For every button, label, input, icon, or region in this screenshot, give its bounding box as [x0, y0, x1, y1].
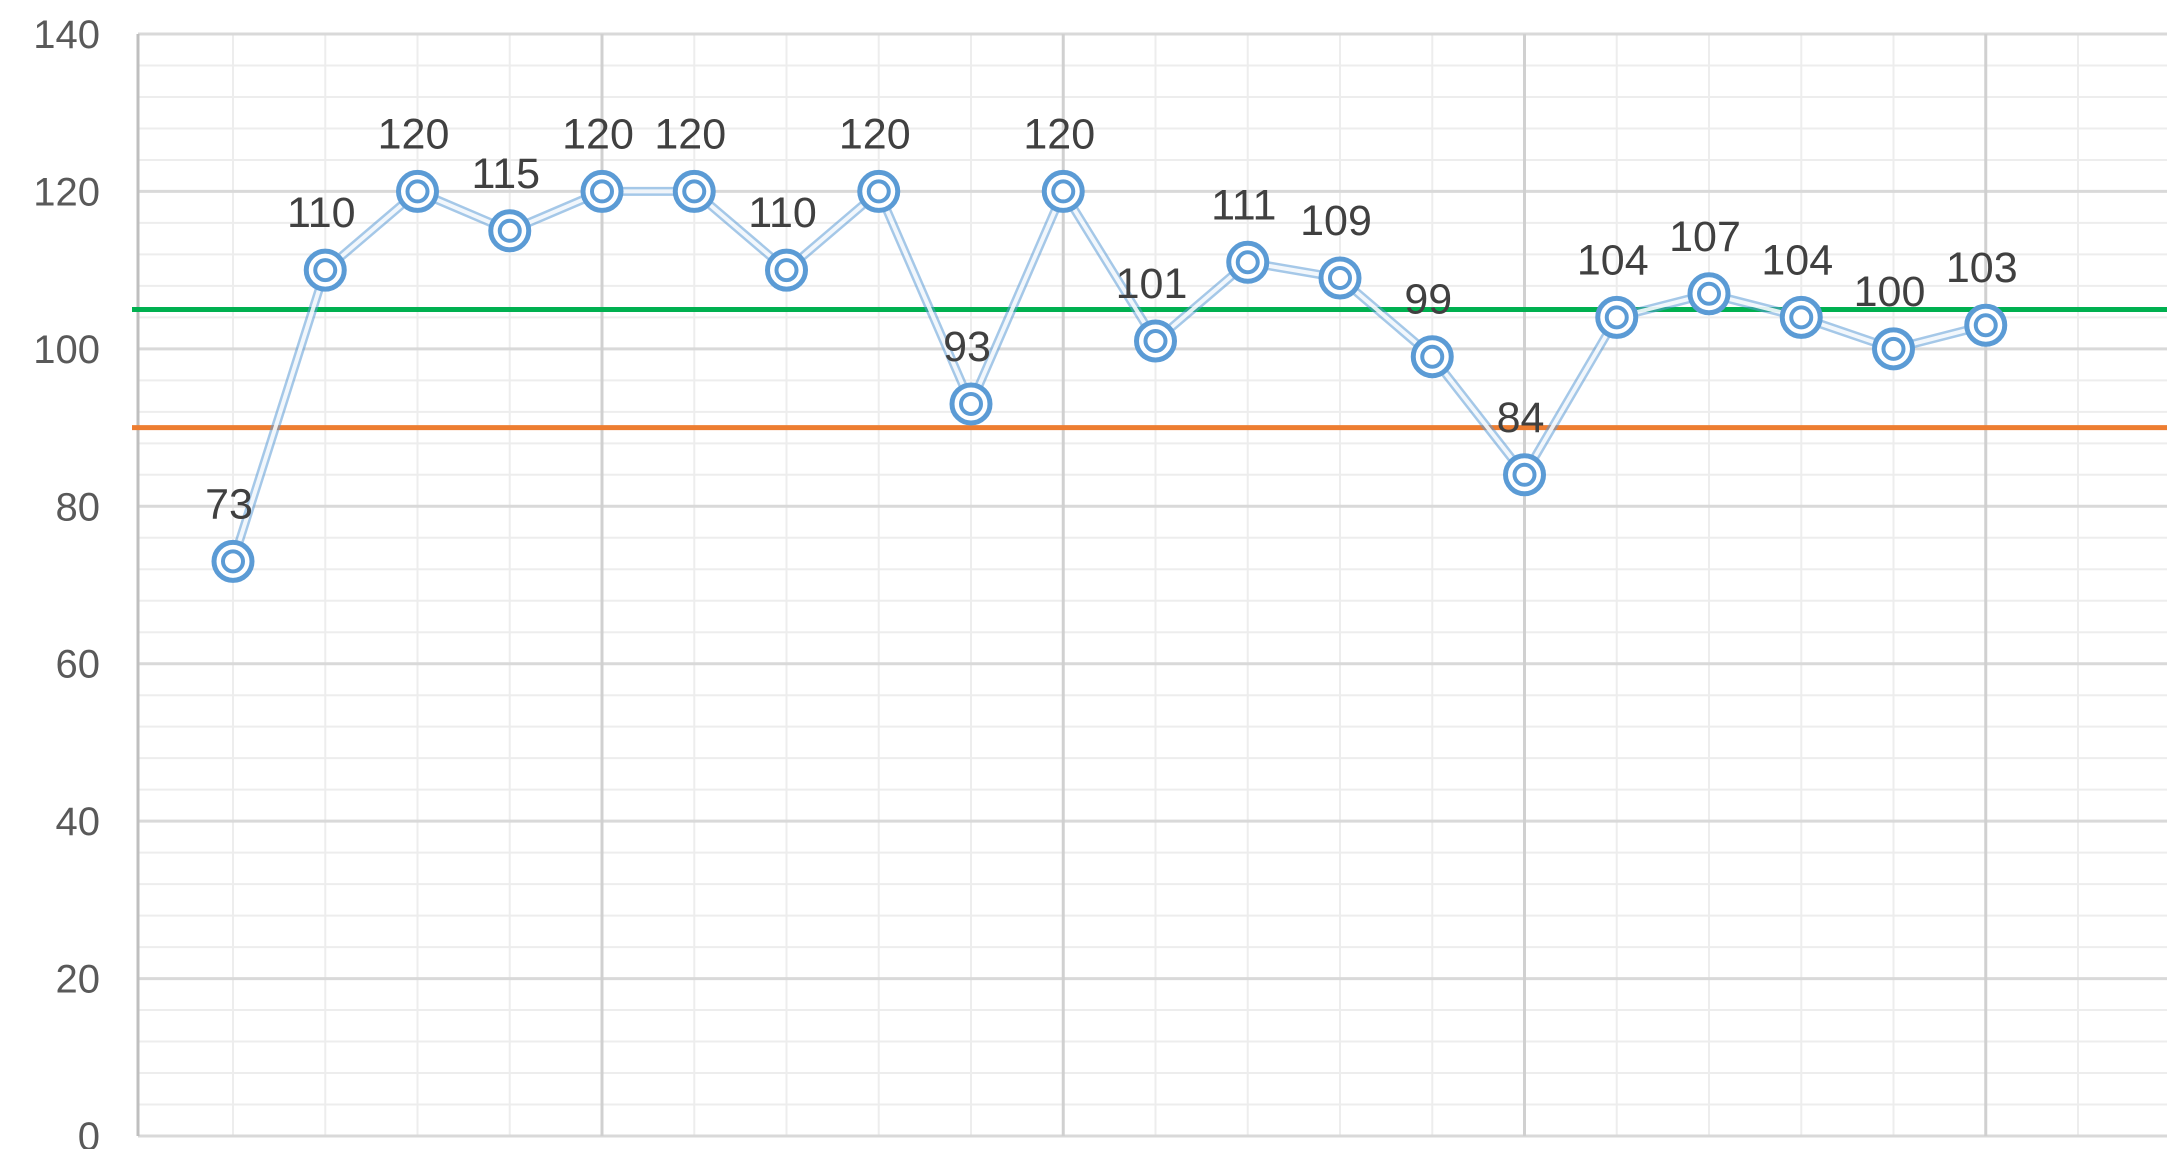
- data-point: [949, 382, 993, 426]
- data-label: 110: [287, 189, 356, 237]
- data-label: 120: [654, 110, 726, 158]
- data-point: [857, 169, 901, 213]
- data-label: 110: [748, 189, 817, 237]
- data-point: [1964, 303, 2008, 347]
- y-tick-label: 60: [56, 643, 101, 687]
- data-label: 93: [943, 323, 991, 371]
- data-label: 120: [839, 110, 911, 158]
- data-point: [1687, 272, 1731, 316]
- data-point: [1134, 319, 1177, 363]
- data-point: [1595, 295, 1639, 339]
- data-point: [488, 209, 532, 253]
- data-label: 111: [1211, 181, 1276, 229]
- data-point: [211, 539, 255, 583]
- data-point: [672, 169, 716, 213]
- y-tick-label: 0: [78, 1115, 100, 1149]
- data-point: [580, 169, 624, 213]
- data-point: [1318, 256, 1362, 300]
- data-label: 99: [1404, 276, 1452, 324]
- data-point: [303, 248, 347, 292]
- y-tick-label: 40: [56, 800, 101, 844]
- y-tick-label: 80: [56, 485, 101, 529]
- data-label: 103: [1946, 244, 2018, 292]
- data-label: 101: [1116, 260, 1188, 308]
- major-gridlines: [138, 32, 2167, 1138]
- data-point: [1041, 169, 1085, 213]
- data-point: [1503, 453, 1546, 497]
- data-label: 104: [1761, 236, 1833, 284]
- data-series: [211, 169, 2008, 583]
- data-label: 104: [1577, 236, 1649, 284]
- data-point: [1226, 240, 1270, 284]
- data-point: [1872, 327, 1915, 371]
- data-label: 115: [471, 150, 540, 198]
- data-label: 73: [205, 480, 253, 528]
- data-point: [765, 248, 808, 292]
- y-tick-label: 120: [33, 170, 100, 214]
- data-point: [396, 169, 439, 213]
- data-label: 120: [1023, 110, 1095, 158]
- data-label: 120: [378, 110, 450, 158]
- data-labels: 73 110 120 115 120 120 110 120 93 120 101 111 109 99 8…: [205, 110, 2018, 528]
- data-label: 107: [1669, 213, 1741, 261]
- data-label: 109: [1300, 197, 1372, 245]
- data-label: 120: [562, 110, 634, 158]
- reference-lines: [132, 307, 2167, 431]
- data-point: [1410, 335, 1454, 379]
- y-axis: 0 20 40 60 80 100 120 140: [33, 13, 140, 1149]
- data-point: [1779, 295, 1823, 339]
- y-tick-label: 100: [33, 328, 100, 372]
- y-tick-label: 20: [56, 958, 101, 1002]
- y-tick-label: 140: [33, 13, 100, 57]
- data-label: 84: [1497, 394, 1545, 442]
- data-label: 100: [1854, 268, 1926, 316]
